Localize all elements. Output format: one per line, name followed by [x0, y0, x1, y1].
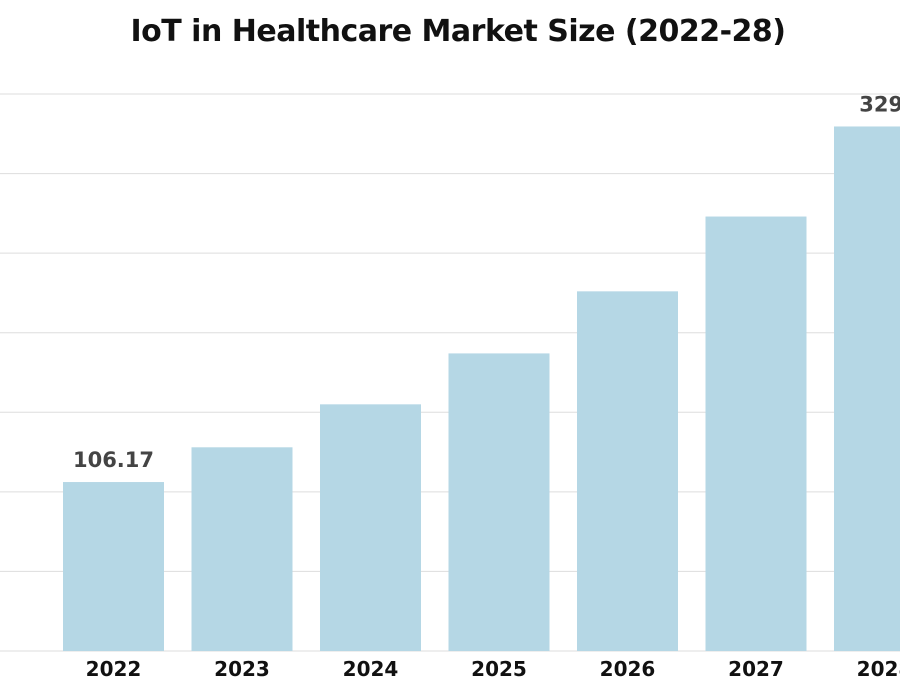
bar-2022	[63, 482, 164, 651]
bar-2027	[705, 216, 807, 652]
x-tick-label: 2027	[728, 657, 784, 681]
x-tick-label: 2024	[343, 657, 399, 681]
bar-2023	[191, 447, 293, 651]
bar-2026	[577, 291, 678, 651]
x-tick-label: 2025	[471, 657, 527, 681]
data-label: 106.17	[73, 448, 154, 472]
x-tick-label: 2026	[600, 657, 656, 681]
x-tick-label: 2022	[86, 657, 142, 681]
bar-2024	[320, 404, 421, 651]
data-label: 329.6	[859, 92, 900, 116]
x-tick-label: 2028	[857, 657, 900, 681]
chart-title: IoT in Healthcare Market Size (2022-28)	[130, 14, 787, 49]
bar-2025	[448, 353, 550, 651]
x-tick-label: 2023	[214, 657, 270, 681]
bar-2028	[834, 126, 900, 651]
